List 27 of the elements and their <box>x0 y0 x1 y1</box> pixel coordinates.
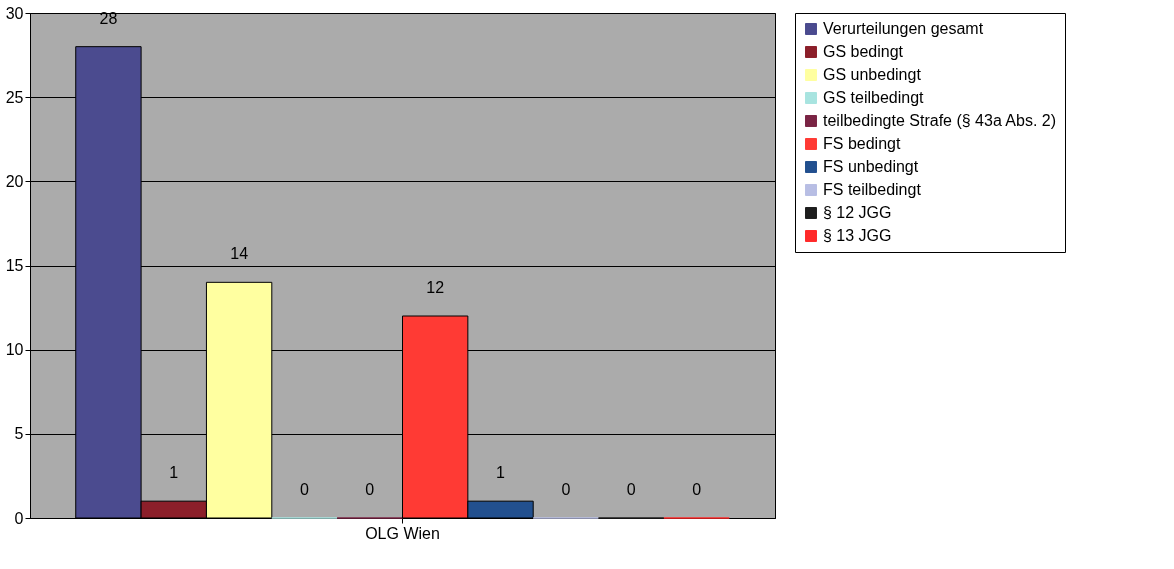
data-label: 1 <box>169 464 179 482</box>
legend-label: FS teilbedingt <box>823 181 922 198</box>
legend-label: teilbedingte Strafe (§ 43a Abs. 2) <box>823 112 1057 129</box>
legend-label: GS unbedingt <box>823 66 922 83</box>
y-tick-label: 5 <box>14 425 24 443</box>
legend-label: § 12 JGG <box>823 204 892 221</box>
legend-label: Verurteilungen gesamt <box>823 20 984 37</box>
data-label: 14 <box>230 245 249 263</box>
legend-label: GS bedingt <box>823 43 904 60</box>
y-tick-label: 25 <box>5 88 24 106</box>
y-tick-label: 10 <box>5 341 24 359</box>
legend-label: FS bedingt <box>823 135 901 152</box>
y-tick-label: 15 <box>5 257 24 274</box>
data-label: 0 <box>300 481 310 498</box>
data-label: 12 <box>426 279 445 296</box>
data-label: 1 <box>496 464 506 482</box>
x-tick-label: OLG Wien <box>365 524 440 542</box>
data-label: 0 <box>561 481 571 498</box>
y-tick-label: 20 <box>5 172 24 190</box>
y-tick-label: 0 <box>14 509 24 527</box>
legend-label: FS unbedingt <box>823 158 919 175</box>
data-label: 0 <box>365 481 375 498</box>
y-tick-label: 30 <box>5 4 24 22</box>
legend-label: § 13 JGG <box>823 227 892 244</box>
data-label: 0 <box>626 481 636 498</box>
data-label: 0 <box>692 481 702 498</box>
legend-label: GS teilbedingt <box>823 89 925 106</box>
